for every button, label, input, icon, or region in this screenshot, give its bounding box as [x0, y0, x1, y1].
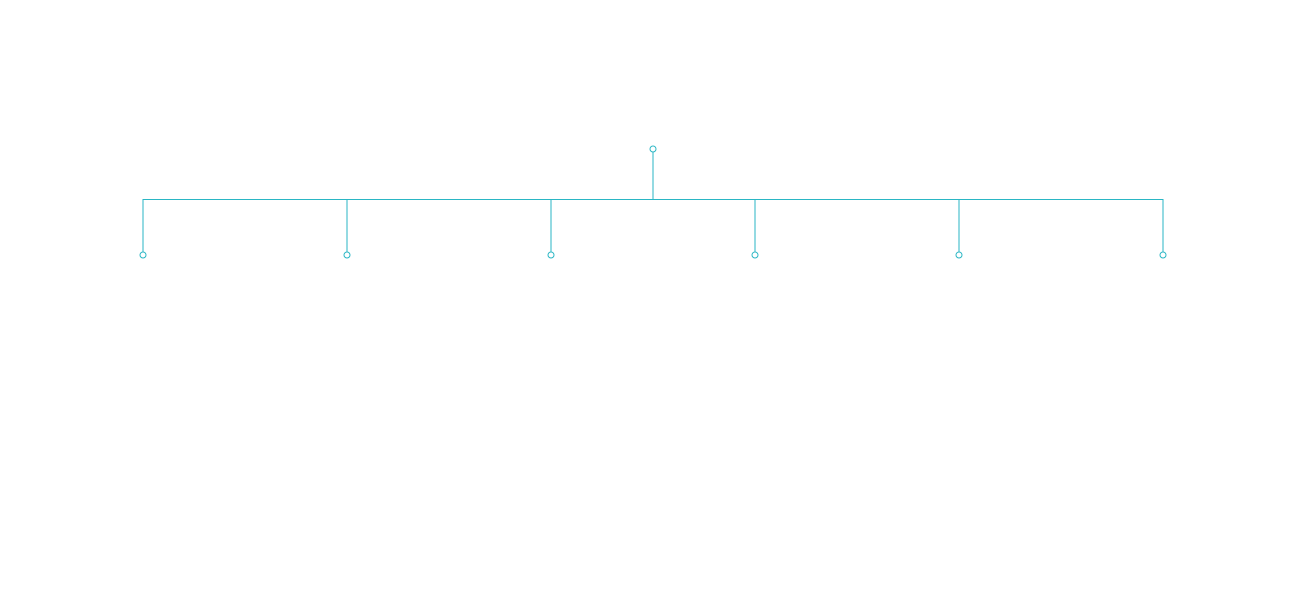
nodes — [139, 145, 1167, 259]
child-node-2 — [343, 251, 351, 259]
child-node-6 — [1159, 251, 1167, 259]
child-node-5 — [955, 251, 963, 259]
root-node — [649, 145, 657, 153]
child-node-4 — [751, 251, 759, 259]
links — [142, 152, 1164, 252]
child-node-1 — [139, 251, 147, 259]
child-node-3 — [547, 251, 555, 259]
